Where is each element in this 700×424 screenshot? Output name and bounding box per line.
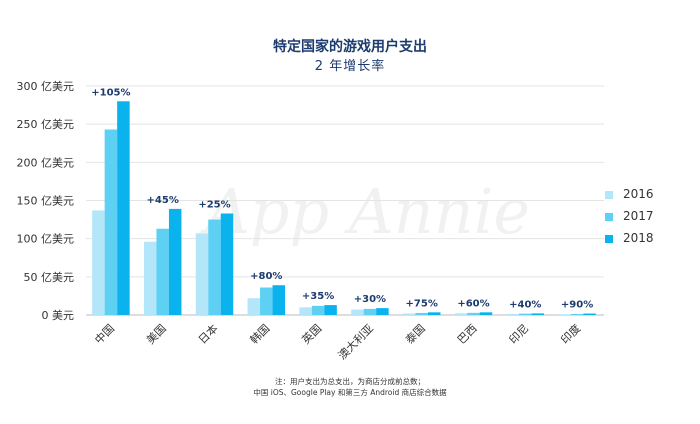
y-tick-label: 250 亿美元 xyxy=(17,118,75,131)
x-tick-label: 泰国 xyxy=(402,321,427,346)
bar-2017 xyxy=(467,312,480,315)
bar-2017 xyxy=(156,228,169,315)
bar-2018 xyxy=(168,208,182,315)
legend-item-2017: 2017 xyxy=(605,209,654,223)
x-tick-label: 印尼 xyxy=(507,322,532,347)
footnote-line-2: 中国 iOS、Google Play 和第三方 Android 商店综合数据 xyxy=(253,388,447,397)
bar-2016 xyxy=(247,298,261,315)
bar-2018 xyxy=(583,313,596,315)
bar-2016 xyxy=(92,210,105,315)
legend-swatch-2018 xyxy=(605,234,613,243)
x-tick-label: 印度 xyxy=(558,321,583,346)
bar-2016 xyxy=(143,241,157,315)
legend-label-2017: 2017 xyxy=(623,209,654,223)
growth-label: +90% xyxy=(561,300,593,311)
bar-2016 xyxy=(558,314,571,315)
legend-label-2016: 2016 xyxy=(623,187,654,201)
y-tick-label: 300 亿美元 xyxy=(17,80,75,93)
bar-2017 xyxy=(311,305,325,315)
bar-2018 xyxy=(531,313,545,315)
growth-label: +30% xyxy=(354,294,386,305)
y-tick-label: 50 亿美元 xyxy=(24,271,75,284)
legend-label-2018: 2018 xyxy=(623,231,654,245)
bar-2018 xyxy=(376,308,389,315)
bar-2018 xyxy=(479,312,493,315)
growth-label: +45% xyxy=(147,195,179,206)
growth-label: +105% xyxy=(91,87,130,98)
bar-2018 xyxy=(324,305,337,315)
bar-2016 xyxy=(195,233,209,315)
bar-2017 xyxy=(415,312,428,315)
bar-2018 xyxy=(272,285,286,315)
bar-2017 xyxy=(260,287,273,315)
bar-2017 xyxy=(104,129,118,315)
bar-2017 xyxy=(363,308,377,315)
bar-2018 xyxy=(117,101,130,316)
growth-label: +80% xyxy=(250,271,282,282)
x-tick-label: 美国 xyxy=(144,322,169,347)
x-tick-label: 日本 xyxy=(195,321,220,346)
bar-2016 xyxy=(506,313,520,315)
y-tick-label: 150 亿美元 xyxy=(17,195,75,208)
bar-2017 xyxy=(519,313,532,315)
growth-label: +25% xyxy=(198,199,230,210)
y-tick-label: 0 美元 xyxy=(42,309,75,322)
bar-2016 xyxy=(402,313,416,315)
chart-title: 特定国家的游戏用户支出 xyxy=(273,39,427,55)
legend-swatch-2016 xyxy=(605,190,613,199)
y-tick-label: 100 亿美元 xyxy=(17,233,75,246)
x-tick-label: 澳大利亚 xyxy=(335,321,376,362)
y-tick-label: 200 亿美元 xyxy=(17,156,75,169)
growth-label: +35% xyxy=(302,291,334,302)
bar-2017 xyxy=(208,219,221,315)
x-tick-label: 中国 xyxy=(92,322,117,347)
legend-item-2018: 2018 xyxy=(605,231,654,245)
app-annie-watermark: App Annie xyxy=(205,175,531,248)
x-tick-label: 英国 xyxy=(299,321,324,346)
x-tick-label: 韩国 xyxy=(247,321,272,346)
legend-item-2016: 2016 xyxy=(605,187,654,201)
footnote-line-1: 注：用户支出为总支出，为商店分成前总数； xyxy=(275,377,425,386)
chart-subtitle: 2 年增长率 xyxy=(314,59,386,74)
bar-2018 xyxy=(220,213,234,315)
growth-label: +40% xyxy=(509,299,541,310)
growth-label: +60% xyxy=(457,298,489,309)
bar-2018 xyxy=(427,312,441,315)
bar-2017 xyxy=(570,313,584,315)
bar-2016 xyxy=(454,313,468,315)
bar-2016 xyxy=(299,307,312,315)
bar-2016 xyxy=(351,309,364,315)
legend-swatch-2017 xyxy=(605,212,613,221)
x-tick-label: 巴西 xyxy=(455,322,480,347)
growth-label: +75% xyxy=(406,298,438,309)
